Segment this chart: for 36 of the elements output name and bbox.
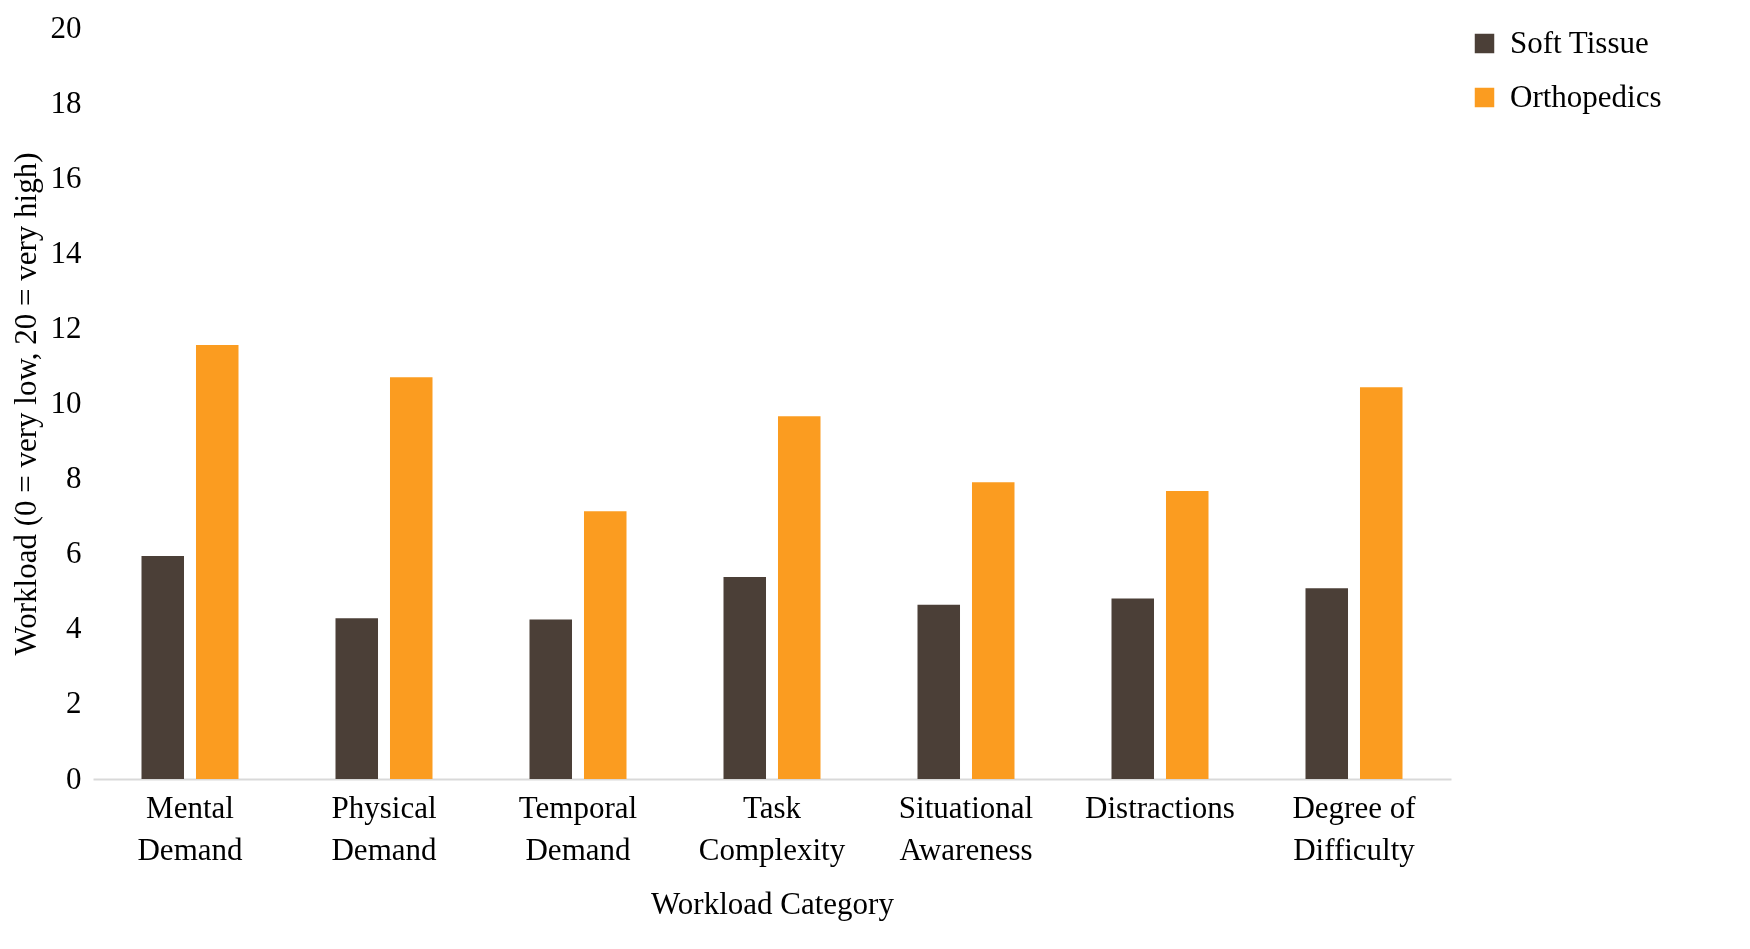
bar	[777, 416, 821, 779]
bar	[1111, 598, 1155, 779]
legend-label: Soft Tissue	[1510, 24, 1649, 60]
y-tick-label: 6	[66, 535, 82, 571]
y-tick-label: 14	[50, 234, 82, 270]
bar	[141, 555, 185, 779]
bar	[529, 619, 573, 779]
bar	[917, 604, 961, 779]
bar	[195, 344, 239, 779]
y-tick-label: 4	[66, 610, 82, 646]
x-tick-label: Mental Demand	[137, 789, 243, 867]
y-tick-label: 2	[66, 685, 82, 721]
y-tick-label: 16	[50, 159, 82, 195]
bar	[335, 618, 379, 779]
x-axis-title: Workload Category	[651, 885, 895, 921]
y-tick-label: 0	[66, 760, 82, 796]
y-tick-label: 18	[50, 84, 82, 120]
bar	[1305, 588, 1349, 779]
bar	[389, 377, 433, 779]
bar	[583, 511, 627, 779]
y-tick-label: 20	[50, 9, 82, 45]
x-tick-label: Temporal Demand	[518, 789, 638, 867]
y-tick-label: 10	[50, 385, 82, 420]
bar	[1359, 387, 1403, 779]
y-tick-label: 12	[50, 309, 82, 345]
x-tick-label: Situational Awareness	[898, 789, 1034, 867]
bar	[971, 482, 1015, 779]
legend-label: Orthopedics	[1510, 78, 1662, 114]
y-axis-title: Workload (0 = very low, 20 = very high)	[7, 152, 43, 656]
bar	[723, 576, 767, 779]
x-tick-label: Degree of Difficulty	[1292, 789, 1417, 867]
x-tick-label: Distractions	[1085, 789, 1235, 825]
bar	[1165, 490, 1209, 779]
x-tick-label: Task Complexity	[698, 789, 846, 867]
x-tick-label: Physical Demand	[331, 789, 437, 867]
y-tick-label: 8	[66, 460, 82, 496]
